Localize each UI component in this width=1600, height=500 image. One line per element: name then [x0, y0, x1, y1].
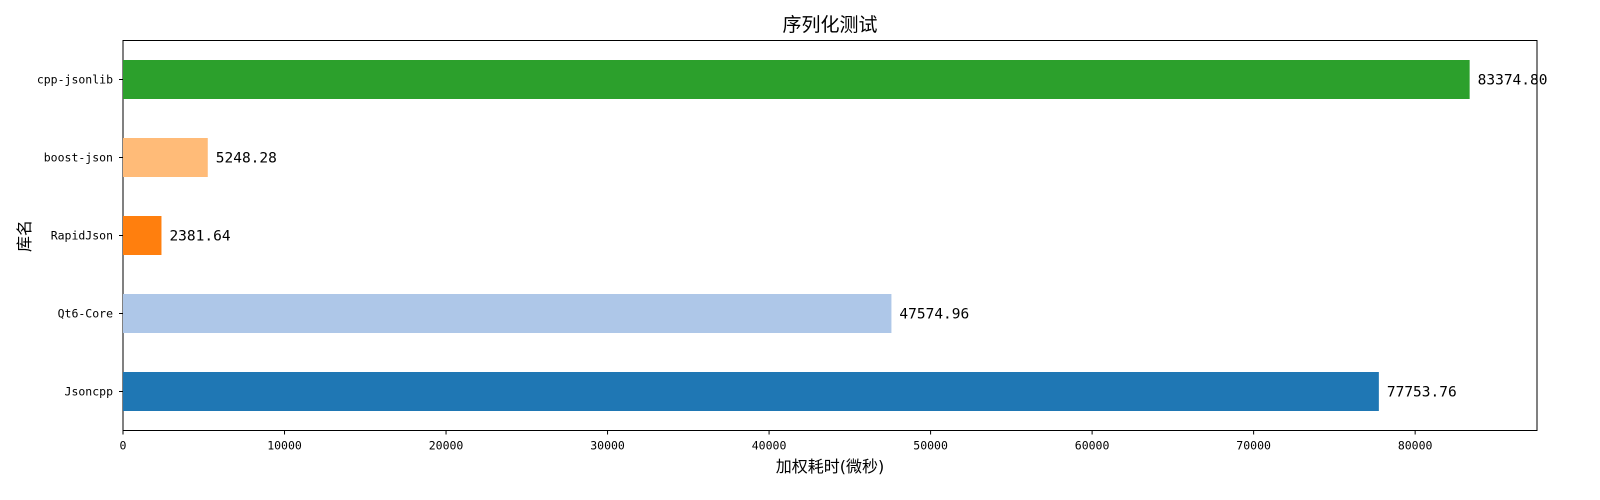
x-tick-label: 30000 — [590, 439, 625, 453]
x-tick-label: 70000 — [1236, 439, 1271, 453]
x-tick-label: 50000 — [913, 439, 948, 453]
x-tick-label: 40000 — [752, 439, 787, 453]
y-tick-label: Jsoncpp — [65, 385, 114, 399]
x-axis-label: 加权耗时(微秒) — [776, 457, 885, 476]
y-tick-label: RapidJson — [51, 229, 113, 243]
bar-boost-json — [123, 138, 208, 177]
y-tick-label: boost-json — [44, 151, 113, 165]
y-axis-ticks: Jsoncpp Qt6-Core RapidJson boost-json cpp-js… — [37, 73, 123, 399]
value-label-cpp-jsonlib: 83374.80 — [1478, 73, 1548, 89]
chart-title: 序列化测试 — [782, 14, 877, 36]
y-tick-label: cpp-jsonlib — [37, 73, 113, 87]
x-tick-label: 80000 — [1398, 439, 1433, 453]
bar-qt6-core — [123, 294, 892, 333]
x-tick-label: 0 — [120, 439, 127, 453]
value-label-rapidjson: 2381.64 — [169, 229, 230, 245]
y-axis-label: 库名 — [15, 220, 34, 252]
value-labels-group: 77753.76 47574.96 2381.64 5248.28 83374.80 — [169, 73, 1547, 401]
value-label-boost-json: 5248.28 — [216, 151, 277, 167]
bar-cpp-jsonlib — [123, 60, 1470, 99]
x-axis-ticks: 0 10000 20000 30000 40000 50000 60000 70000 8000… — [120, 430, 1433, 453]
value-label-jsoncpp: 77753.76 — [1387, 385, 1457, 401]
bars-group — [123, 60, 1470, 411]
bar-rapidjson — [123, 216, 162, 255]
value-label-qt6-core: 47574.96 — [899, 307, 969, 323]
x-tick-label: 20000 — [429, 439, 464, 453]
y-tick-label: Qt6-Core — [58, 307, 113, 321]
x-tick-label: 10000 — [267, 439, 302, 453]
bar-jsoncpp — [123, 372, 1379, 411]
x-tick-label: 60000 — [1075, 439, 1110, 453]
